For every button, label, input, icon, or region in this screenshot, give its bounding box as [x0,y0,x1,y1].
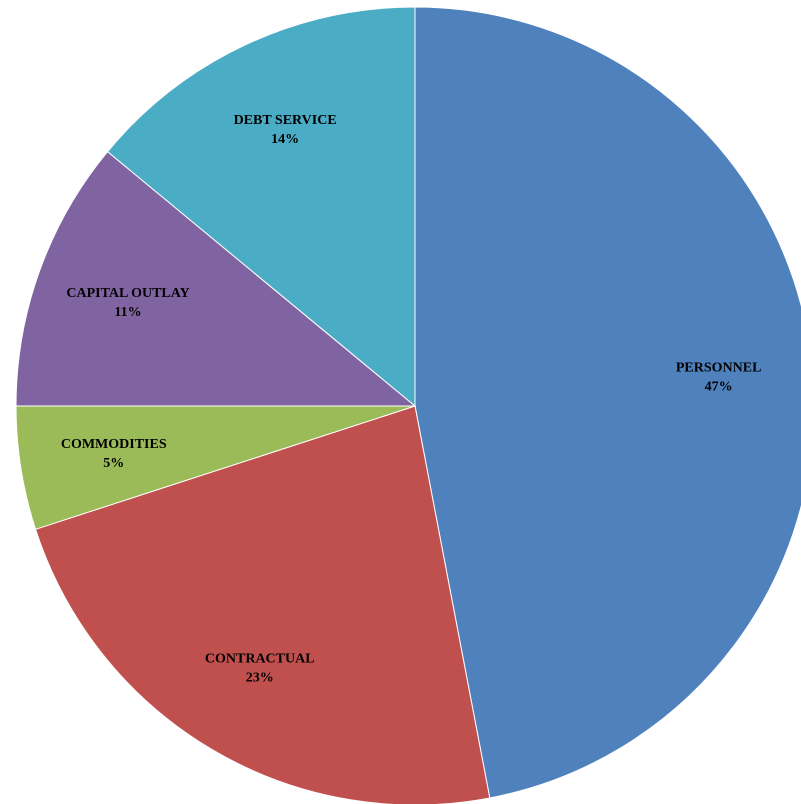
pie-slice [34,405,491,804]
pie-slice [414,6,801,799]
slice-value-label: 23% [246,671,274,686]
slice-label: CAPITAL OUTLAY [66,286,189,301]
slice-label: PERSONNEL [676,361,762,376]
pie-slice [15,150,417,407]
slice-value-label: 47% [705,380,733,395]
slice-label: CONTRACTUAL [205,652,315,667]
slice-value-label: 5% [103,456,124,471]
slice-value-label: 14% [271,132,299,147]
slice-label: DEBT SERVICE [234,113,337,128]
slice-label: COMMODITIES [61,437,167,452]
slice-value-label: 11% [114,305,141,320]
pie-slice [106,6,416,408]
